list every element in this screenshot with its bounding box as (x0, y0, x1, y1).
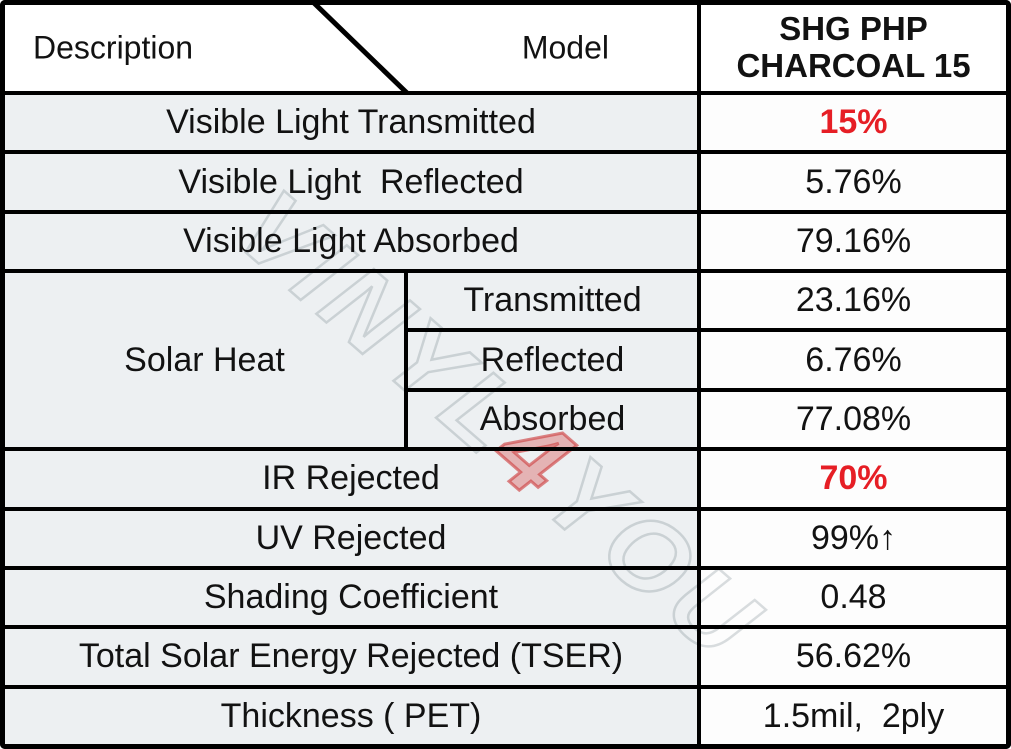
row-label-uv-rejected: UV Rejected (5, 510, 697, 566)
label-text: Visible Light Absorbed (183, 221, 519, 260)
value-shading-coefficient: 0.48 (701, 569, 1006, 626)
value-text-highlighted: 15% (819, 103, 888, 142)
row-label-visible-light-reflected: Visible Light Reflected (5, 154, 697, 210)
label-text: Solar Heat (124, 340, 285, 379)
model-name-line1: SHG PHP (779, 10, 928, 48)
label-text: Thickness ( PET) (220, 696, 482, 735)
label-text: Visible Light Reflected (178, 162, 524, 201)
value-text: 0.48 (820, 578, 887, 617)
row-label-ir-rejected: IR Rejected (5, 451, 697, 507)
header-diagonal-line (312, 5, 409, 91)
model-name-cell: SHG PHP CHARCOAL 15 (701, 5, 1006, 91)
value-visible-light-reflected: 5.76% (701, 154, 1006, 210)
model-name-line2: CHARCOAL 15 (736, 47, 971, 84)
value-solar-heat-absorbed: 77.08% (701, 391, 1006, 448)
value-solar-heat-reflected: 6.76% (701, 332, 1006, 388)
row-label-solar-heat-transmitted: Transmitted (408, 273, 697, 329)
row-label-tser: Total Solar Energy Rejected (TSER) (5, 629, 697, 685)
label-text: UV Rejected (255, 518, 447, 557)
label-text: Reflected (480, 340, 625, 379)
label-text: IR Rejected (262, 459, 440, 498)
label-text: Shading Coefficient (203, 578, 499, 617)
label-text: Visible Light Transmitted (166, 103, 536, 142)
value-text-highlighted: 70% (819, 459, 888, 498)
value-tser: 56.62% (701, 629, 1006, 685)
value-text: 6.76% (805, 340, 902, 379)
header-description-label: Description (33, 29, 194, 66)
row-label-visible-light-absorbed: Visible Light Absorbed (5, 213, 697, 270)
value-visible-light-transmitted: 15% (701, 95, 1006, 151)
value-thickness-pet: 1.5mil, 2ply (701, 688, 1006, 744)
value-solar-heat-transmitted: 23.16% (701, 273, 1006, 329)
label-text: Transmitted (463, 281, 642, 320)
value-uv-rejected: 99%↑ (701, 510, 1006, 566)
header-model-label: Model (521, 29, 609, 66)
value-text: 23.16% (795, 281, 912, 320)
label-text: Total Solar Energy Rejected (TSER) (78, 637, 624, 676)
row-label-thickness-pet: Thickness ( PET) (5, 688, 697, 744)
value-text: 5.76% (805, 162, 902, 201)
label-text: Absorbed (479, 399, 626, 438)
header-description-model-cell: Description Model (5, 5, 697, 91)
value-text: 1.5mil, 2ply (762, 696, 945, 735)
value-visible-light-absorbed: 79.16% (701, 213, 1006, 270)
row-label-solar-heat-absorbed: Absorbed (408, 391, 697, 448)
value-text: 99%↑ (810, 518, 897, 557)
row-label-solar-heat-reflected: Reflected (408, 332, 697, 388)
row-label-visible-light-transmitted: Visible Light Transmitted (5, 95, 697, 151)
value-text: 79.16% (795, 221, 912, 260)
value-ir-rejected: 70% (701, 451, 1006, 507)
value-text: 77.08% (795, 399, 912, 438)
value-text: 56.62% (795, 637, 912, 676)
row-label-solar-heat-group: Solar Heat (5, 273, 404, 448)
row-label-shading-coefficient: Shading Coefficient (5, 569, 697, 626)
